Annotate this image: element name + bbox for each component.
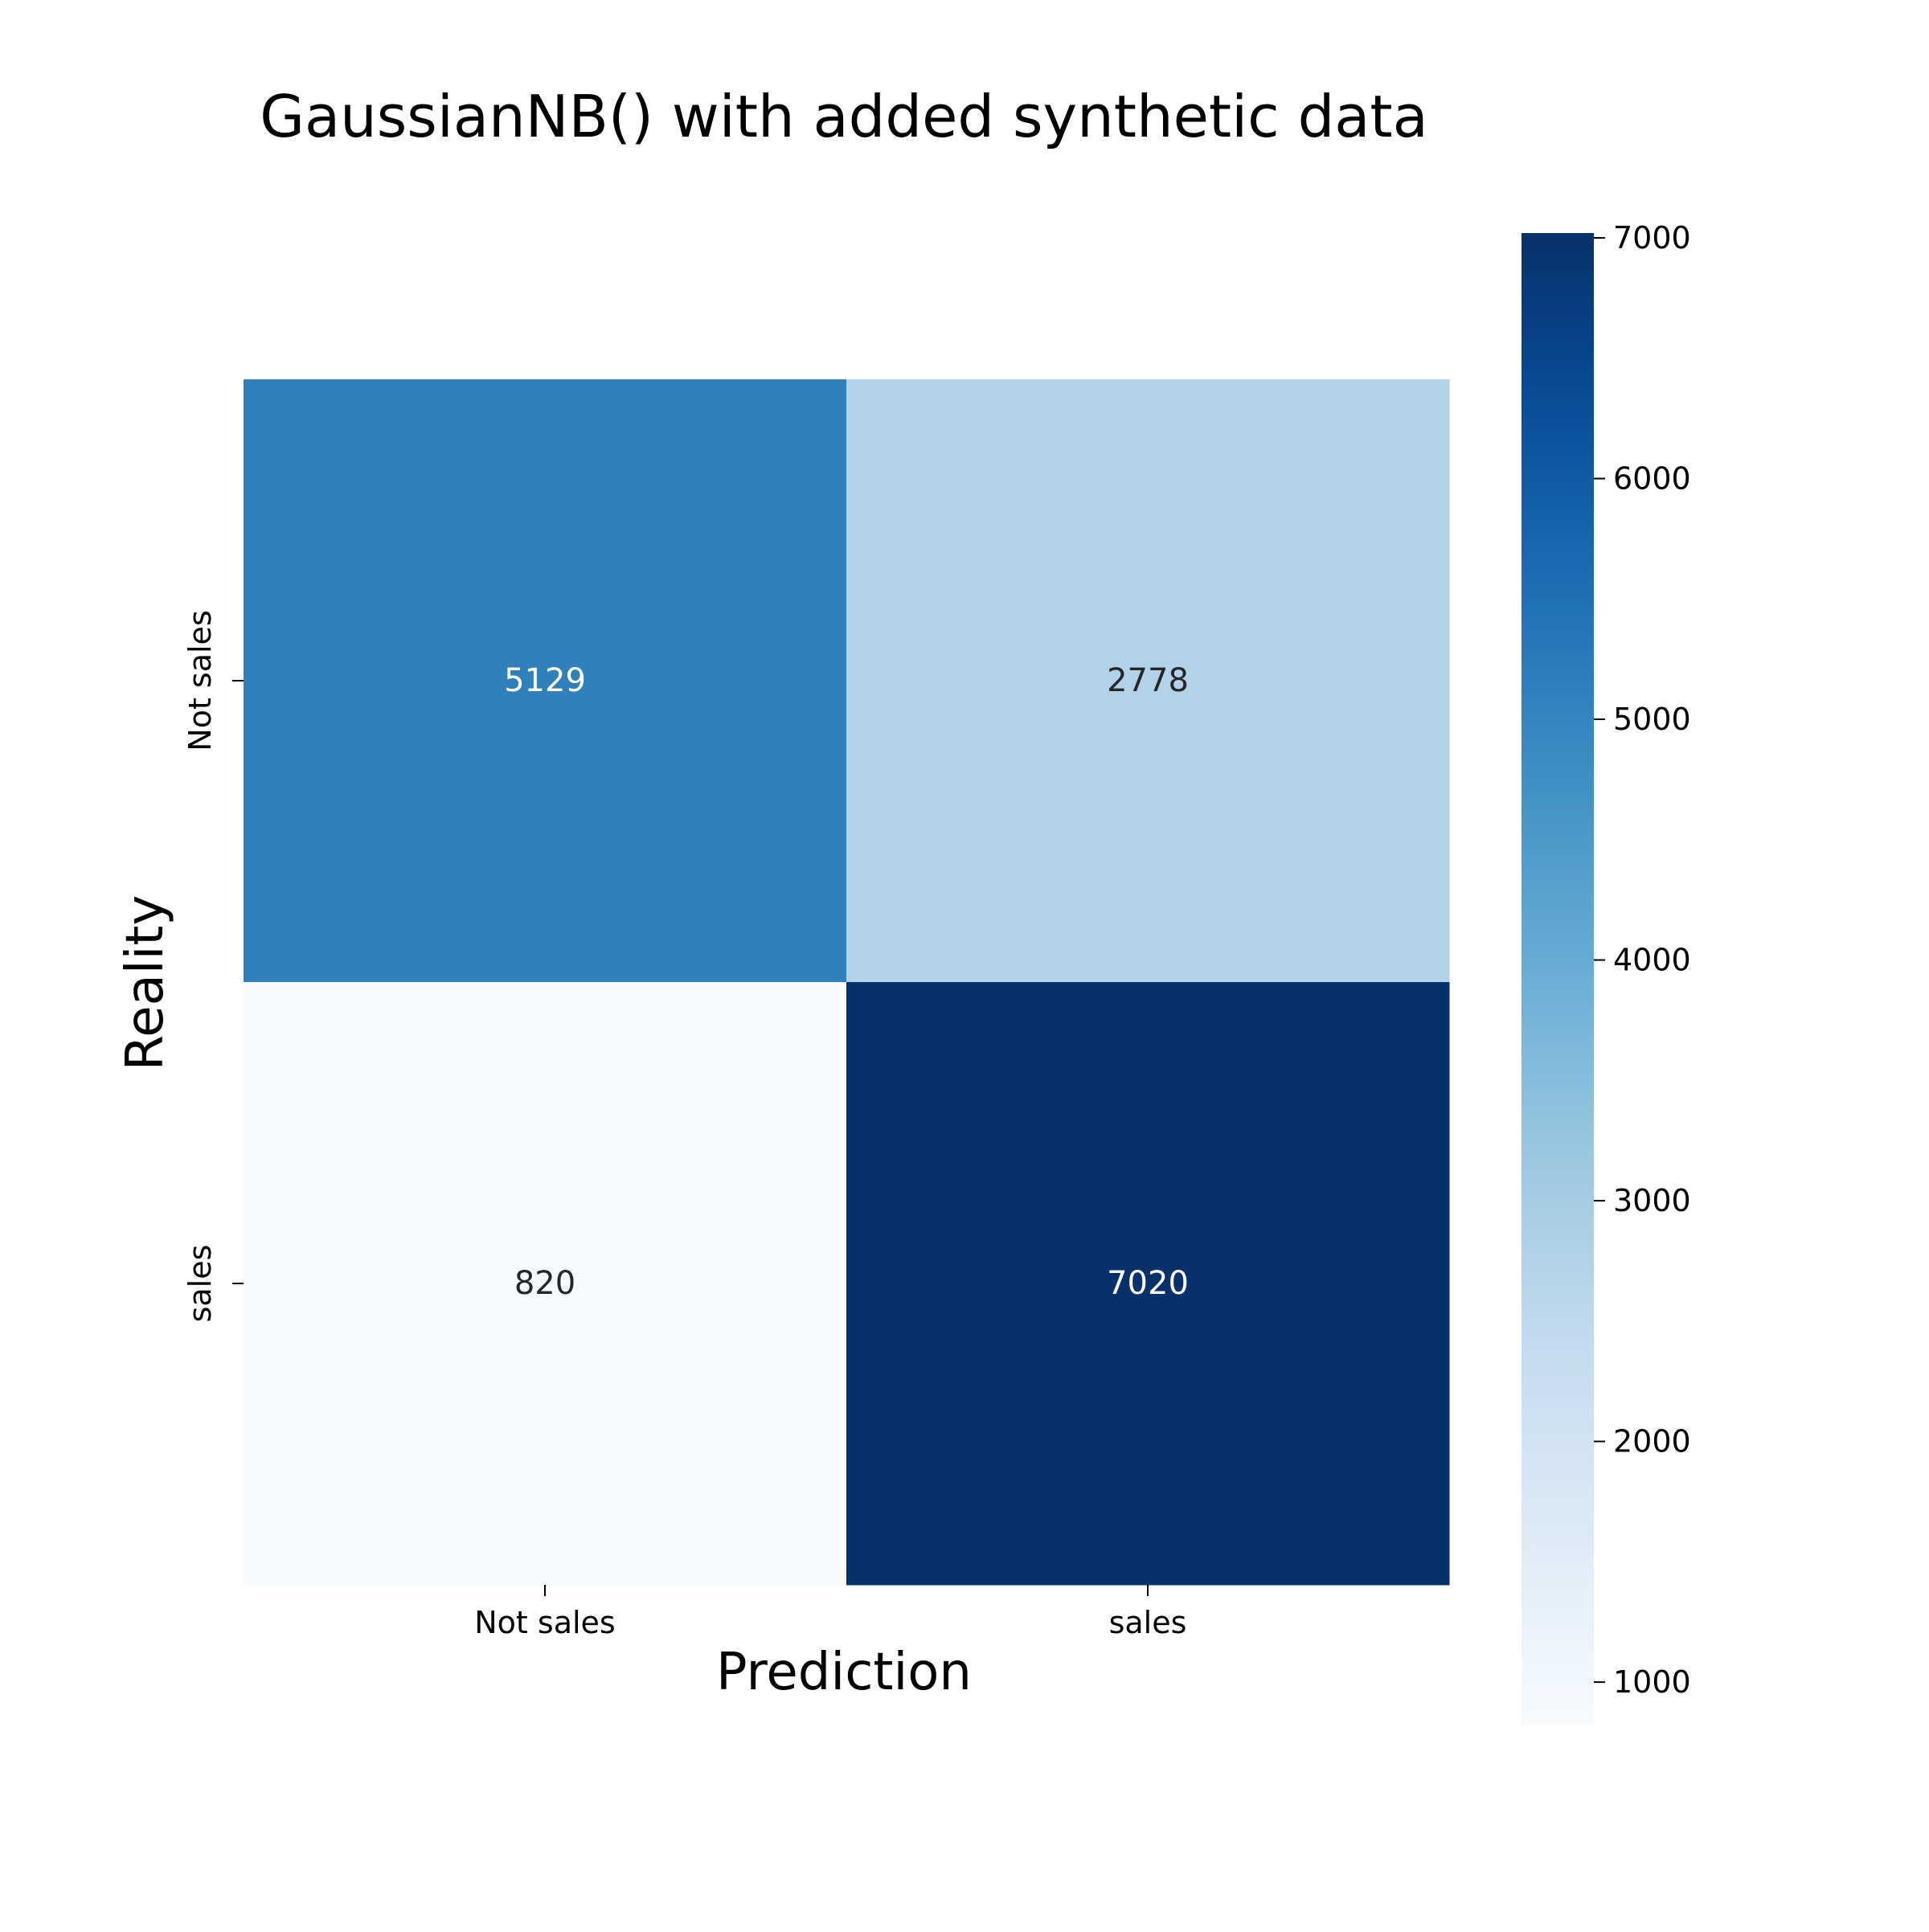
heatmap-cell <box>846 982 1450 1586</box>
x-axis-ticks: Not sales sales <box>474 1585 1186 1640</box>
x-tick-label: sales <box>1109 1605 1187 1640</box>
colorbar-tick-label: 3000 <box>1613 1183 1691 1218</box>
heatmap-cell <box>244 982 847 1586</box>
colorbar-ticks: 1000 2000 3000 4000 5000 6000 7000 <box>1594 220 1691 1700</box>
cell-value-label: 5129 <box>504 662 586 699</box>
heatmap-cells <box>244 379 1450 1586</box>
cell-value-label: 2778 <box>1107 662 1189 699</box>
colorbar-tick-label: 7000 <box>1613 220 1691 256</box>
colorbar <box>1521 233 1594 1725</box>
colorbar-tick-label: 4000 <box>1613 943 1691 978</box>
heatmap-cell-labels: 5129 2778 820 7020 <box>504 662 1189 1302</box>
x-axis-label: Prediction <box>716 1643 972 1702</box>
colorbar-tick-label: 2000 <box>1613 1424 1691 1459</box>
colorbar-tick-label: 5000 <box>1613 702 1691 737</box>
colorbar-tick-label: 6000 <box>1613 461 1691 497</box>
x-tick-label: Not sales <box>474 1605 615 1640</box>
cell-value-label: 7020 <box>1107 1265 1189 1302</box>
y-tick-label: Not sales <box>182 610 218 751</box>
y-tick-label: sales <box>182 1245 218 1323</box>
y-axis-ticks: Not sales sales <box>182 610 244 1322</box>
y-axis-label: Reality <box>116 895 175 1071</box>
colorbar-tick-label: 1000 <box>1613 1664 1691 1700</box>
cell-value-label: 820 <box>514 1265 575 1302</box>
heatmap-cell <box>846 379 1450 983</box>
chart-title: GaussianNB() with added synthetic data <box>260 83 1428 150</box>
heatmap-cell <box>244 379 847 983</box>
